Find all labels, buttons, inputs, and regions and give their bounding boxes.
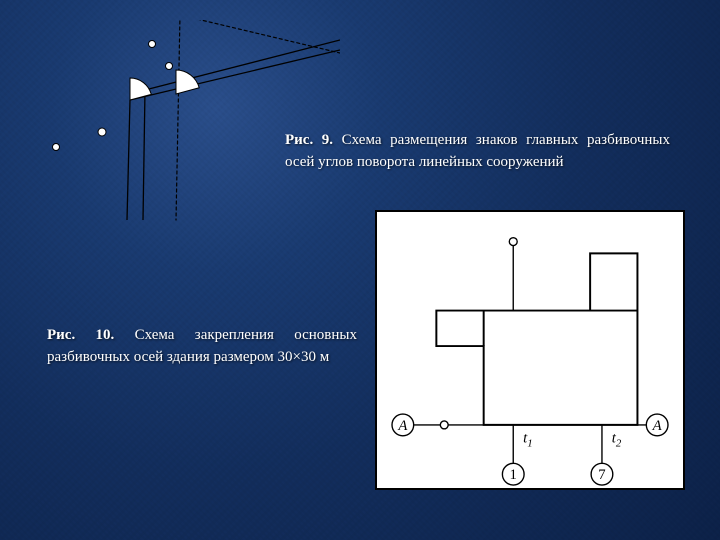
fig10-diagram: А А 1 7 t1 t2: [377, 212, 683, 488]
svg-text:А: А: [652, 418, 663, 434]
svg-text:7: 7: [598, 467, 605, 483]
caption-fig10-prefix: Рис. 10.: [47, 327, 135, 343]
caption-fig9-text: Схема размещения знаков главных разбивоч…: [285, 132, 670, 170]
caption-fig9: Рис. 9. Схема размещения знаков главных …: [285, 130, 670, 174]
fig10-diagram-box: А А 1 7 t1 t2: [375, 210, 685, 490]
slide-root: Рис. 9. Схема размещения знаков главных …: [0, 0, 720, 540]
svg-text:t1: t1: [523, 431, 533, 450]
svg-text:1: 1: [510, 467, 517, 483]
fig9-diagram: [30, 20, 340, 230]
svg-text:А: А: [397, 418, 408, 434]
svg-text:t2: t2: [612, 431, 622, 450]
caption-fig10: Рис. 10. Схема закрепления основных разб…: [47, 325, 357, 369]
